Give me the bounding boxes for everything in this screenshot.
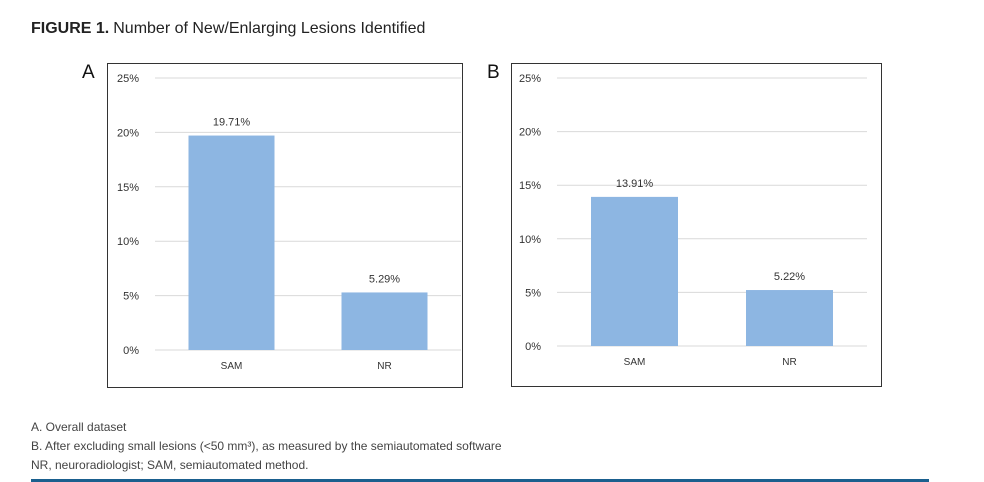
chart-panel-a: 0% 5% 10% 15% 20% 25% 19.71% SAM 5.29% NR bbox=[107, 63, 463, 388]
note-a: A. Overall dataset bbox=[31, 420, 127, 434]
bar-nr bbox=[341, 292, 428, 350]
chart-panel-b: 0% 5% 10% 15% 20% 25% 13.91% SAM 5.22% NR bbox=[511, 63, 882, 387]
x-category-label: NR bbox=[377, 361, 391, 372]
y-tick-label: 15% bbox=[117, 182, 139, 194]
bar-chart-a: 0% 5% 10% 15% 20% 25% 19.71% SAM 5.29% NR bbox=[117, 73, 461, 372]
y-tick-label: 15% bbox=[519, 180, 541, 192]
note-abbreviations: NR, neuroradiologist; SAM, semiautomated… bbox=[31, 458, 309, 472]
note-b: B. After excluding small lesions (<50 mm… bbox=[31, 439, 502, 453]
data-label: 5.29% bbox=[369, 273, 400, 285]
figure-notes: A. Overall dataset B. After excluding sm… bbox=[31, 418, 502, 475]
x-category-label: SAM bbox=[221, 361, 243, 372]
figure-title: FIGURE 1. Number of New/Enlarging Lesions… bbox=[31, 20, 425, 38]
y-tick-label: 25% bbox=[519, 73, 541, 85]
bar-sam bbox=[188, 135, 275, 350]
bar-nr bbox=[746, 290, 833, 346]
y-tick-label: 5% bbox=[123, 291, 139, 303]
panel-a-letter: A bbox=[82, 62, 95, 83]
data-label: 13.91% bbox=[616, 178, 654, 190]
y-tick-label: 25% bbox=[117, 73, 139, 85]
data-label: 5.22% bbox=[774, 271, 805, 283]
figure-title-text: Number of New/Enlarging Lesions Identifi… bbox=[113, 20, 426, 37]
y-tick-label: 20% bbox=[519, 127, 541, 139]
y-tick-label: 10% bbox=[117, 236, 139, 248]
y-tick-label: 0% bbox=[123, 345, 139, 357]
x-category-label: NR bbox=[782, 357, 796, 368]
bottom-rule bbox=[31, 479, 929, 482]
y-tick-label: 10% bbox=[519, 234, 541, 246]
panel-b-letter: B bbox=[487, 62, 500, 83]
y-tick-label: 20% bbox=[117, 127, 139, 139]
y-tick-label: 0% bbox=[525, 341, 541, 353]
figure-label: FIGURE 1. bbox=[31, 20, 110, 37]
bar-chart-b: 0% 5% 10% 15% 20% 25% 13.91% SAM 5.22% NR bbox=[519, 73, 867, 368]
bar-sam bbox=[591, 196, 678, 346]
data-label: 19.71% bbox=[213, 117, 251, 129]
y-tick-label: 5% bbox=[525, 287, 541, 299]
x-category-label: SAM bbox=[624, 357, 646, 368]
